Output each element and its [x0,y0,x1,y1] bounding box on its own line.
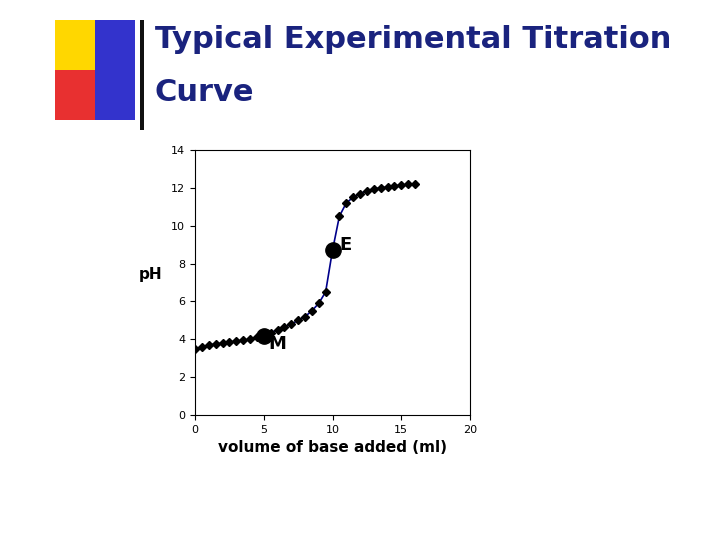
X-axis label: volume of base added (ml): volume of base added (ml) [218,440,447,455]
Text: E: E [339,237,351,254]
Text: Curve: Curve [155,78,254,107]
Text: M: M [268,335,286,353]
Y-axis label: pH: pH [138,267,162,282]
Text: Typical Experimental Titration: Typical Experimental Titration [155,25,671,54]
